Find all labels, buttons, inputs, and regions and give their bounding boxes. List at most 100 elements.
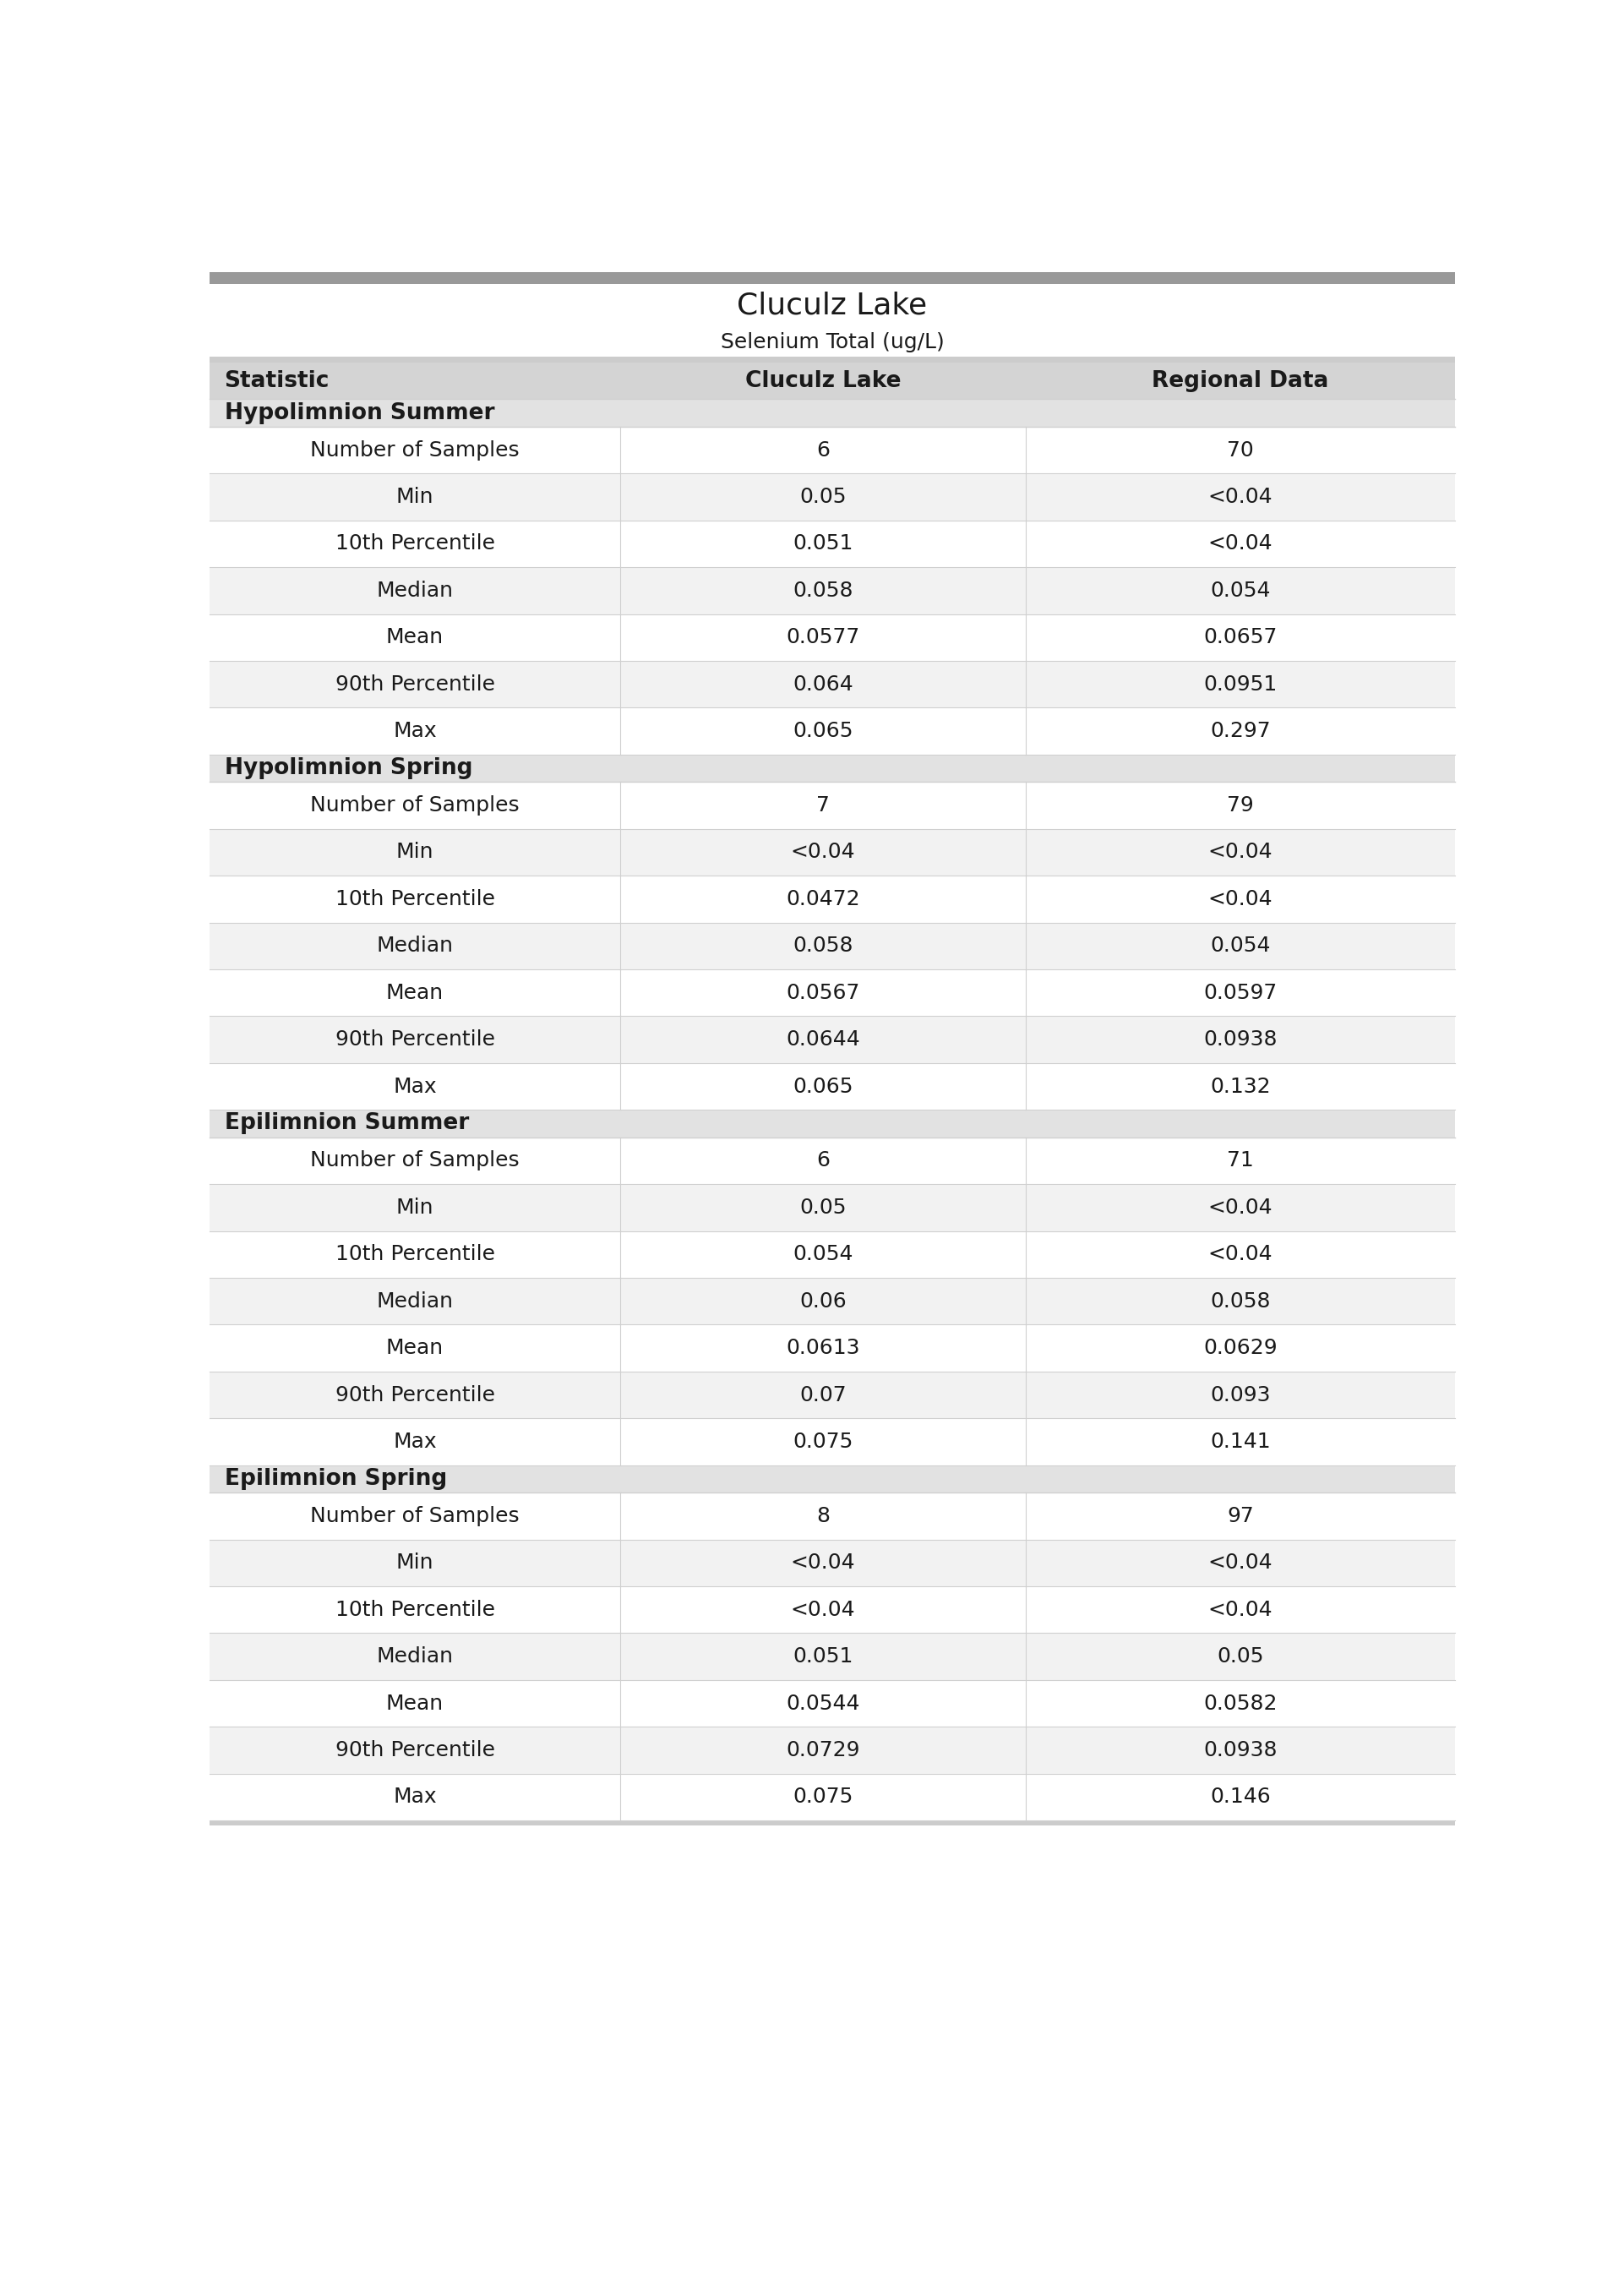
Text: Number of Samples: Number of Samples <box>310 440 520 461</box>
Text: 0.075: 0.075 <box>793 1432 853 1453</box>
Text: 0.132: 0.132 <box>1210 1076 1270 1096</box>
Text: 0.0582: 0.0582 <box>1203 1693 1278 1714</box>
Text: Number of Samples: Number of Samples <box>310 794 520 815</box>
Text: 0.05: 0.05 <box>799 486 846 506</box>
Text: Epilimnion Spring: Epilimnion Spring <box>224 1469 447 1489</box>
Text: 0.0472: 0.0472 <box>786 890 861 910</box>
Text: Hypolimnion Summer: Hypolimnion Summer <box>224 402 494 424</box>
Bar <box>209 1727 1455 1773</box>
Bar <box>209 272 1455 284</box>
Text: Cluculz Lake: Cluculz Lake <box>737 291 927 320</box>
Text: Median: Median <box>377 935 453 956</box>
Text: Regional Data: Regional Data <box>1151 370 1328 393</box>
Text: 90th Percentile: 90th Percentile <box>335 1385 495 1405</box>
Text: 0.0597: 0.0597 <box>1203 983 1276 1003</box>
Text: 0.05: 0.05 <box>799 1196 846 1217</box>
Bar <box>209 876 1455 922</box>
Text: Median: Median <box>377 581 453 602</box>
Text: <0.04: <0.04 <box>1208 890 1273 910</box>
Bar <box>209 1110 1455 1137</box>
Bar <box>209 1230 1455 1278</box>
Bar <box>209 1326 1455 1371</box>
Text: 90th Percentile: 90th Percentile <box>335 674 495 695</box>
Text: 0.0951: 0.0951 <box>1203 674 1276 695</box>
Text: 0.065: 0.065 <box>793 1076 853 1096</box>
Text: 0.06: 0.06 <box>799 1292 846 1312</box>
Text: Min: Min <box>396 1196 434 1217</box>
Text: Number of Samples: Number of Samples <box>310 1505 520 1525</box>
Text: Median: Median <box>377 1646 453 1666</box>
Bar <box>209 1587 1455 1632</box>
Bar <box>209 474 1455 520</box>
Text: 0.093: 0.093 <box>1210 1385 1270 1405</box>
Text: 0.0729: 0.0729 <box>786 1741 861 1759</box>
Text: Cluculz Lake: Cluculz Lake <box>745 370 901 393</box>
Text: 0.05: 0.05 <box>1216 1646 1263 1666</box>
Text: 0.054: 0.054 <box>1210 581 1270 602</box>
Text: 0.054: 0.054 <box>793 1244 853 1264</box>
Text: Max: Max <box>393 722 437 742</box>
Text: 0.0644: 0.0644 <box>786 1031 861 1049</box>
Text: Median: Median <box>377 1292 453 1312</box>
Bar <box>209 1539 1455 1587</box>
Text: 10th Percentile: 10th Percentile <box>335 1244 495 1264</box>
Text: 90th Percentile: 90th Percentile <box>335 1741 495 1759</box>
Text: 0.065: 0.065 <box>793 722 853 742</box>
Text: Min: Min <box>396 842 434 863</box>
Text: 79: 79 <box>1228 794 1254 815</box>
Bar <box>209 356 1455 363</box>
Text: 0.297: 0.297 <box>1210 722 1270 742</box>
Bar <box>209 1062 1455 1110</box>
Bar <box>209 284 1455 356</box>
Text: 0.0577: 0.0577 <box>786 627 859 647</box>
Text: <0.04: <0.04 <box>791 1600 856 1621</box>
Text: <0.04: <0.04 <box>791 842 856 863</box>
Bar <box>209 400 1455 427</box>
Text: Min: Min <box>396 486 434 506</box>
Text: <0.04: <0.04 <box>791 1553 856 1573</box>
Bar <box>209 1821 1455 1825</box>
Text: Mean: Mean <box>387 627 443 647</box>
Text: 0.058: 0.058 <box>793 935 853 956</box>
Bar <box>209 568 1455 615</box>
Bar <box>209 1632 1455 1680</box>
Text: Number of Samples: Number of Samples <box>310 1151 520 1171</box>
Text: 0.054: 0.054 <box>1210 935 1270 956</box>
Bar <box>209 1419 1455 1464</box>
Text: 0.075: 0.075 <box>793 1786 853 1807</box>
Text: <0.04: <0.04 <box>1208 1244 1273 1264</box>
Text: Mean: Mean <box>387 1337 443 1357</box>
Text: 0.0657: 0.0657 <box>1203 627 1278 647</box>
Text: 10th Percentile: 10th Percentile <box>335 533 495 554</box>
Bar <box>209 427 1455 474</box>
Text: 7: 7 <box>817 794 830 815</box>
Text: 6: 6 <box>817 1151 830 1171</box>
Bar <box>209 922 1455 969</box>
Bar <box>209 1371 1455 1419</box>
Text: Max: Max <box>393 1076 437 1096</box>
Bar <box>209 754 1455 781</box>
Text: 71: 71 <box>1228 1151 1254 1171</box>
Text: Hypolimnion Spring: Hypolimnion Spring <box>224 758 473 779</box>
Bar <box>209 1137 1455 1185</box>
Text: Max: Max <box>393 1786 437 1807</box>
Text: 10th Percentile: 10th Percentile <box>335 1600 495 1621</box>
Text: 6: 6 <box>817 440 830 461</box>
Text: Mean: Mean <box>387 983 443 1003</box>
Text: 0.0938: 0.0938 <box>1203 1031 1278 1049</box>
Text: 0.0544: 0.0544 <box>786 1693 861 1714</box>
Bar <box>209 969 1455 1017</box>
Bar <box>209 708 1455 754</box>
Text: 70: 70 <box>1228 440 1254 461</box>
Bar <box>209 1494 1455 1539</box>
Text: 0.0567: 0.0567 <box>786 983 859 1003</box>
Text: 97: 97 <box>1228 1505 1254 1525</box>
Text: 0.0938: 0.0938 <box>1203 1741 1278 1759</box>
Text: <0.04: <0.04 <box>1208 533 1273 554</box>
Bar <box>209 363 1455 400</box>
Text: 0.058: 0.058 <box>793 581 853 602</box>
Text: Statistic: Statistic <box>224 370 330 393</box>
Text: Selenium Total (ug/L): Selenium Total (ug/L) <box>721 331 944 352</box>
Text: 0.0613: 0.0613 <box>786 1337 861 1357</box>
Text: 0.07: 0.07 <box>799 1385 846 1405</box>
